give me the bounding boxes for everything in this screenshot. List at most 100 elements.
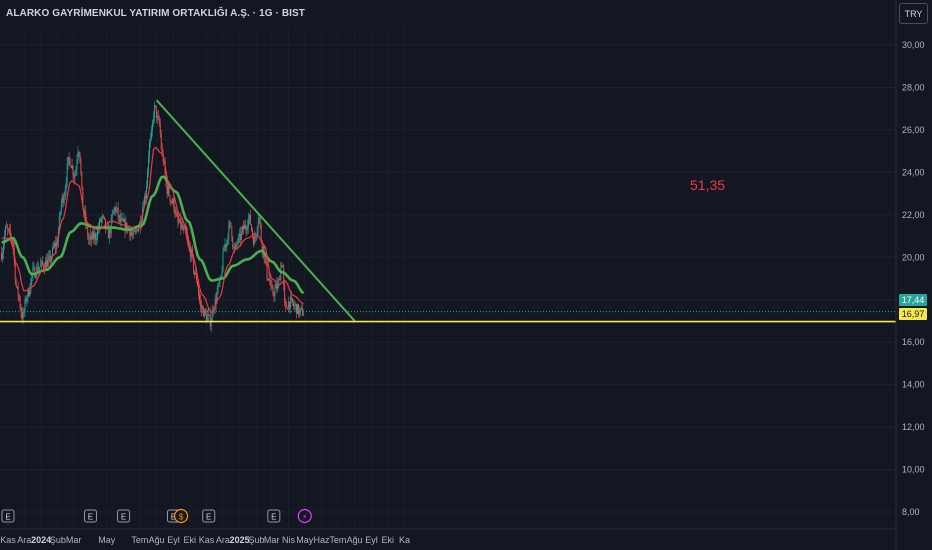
candle-body (193, 255, 195, 272)
candle-body (94, 233, 96, 239)
candle-body (281, 265, 283, 267)
candle-body (68, 157, 70, 159)
candle-body (112, 211, 114, 215)
candle-body (1, 253, 2, 259)
candle-body (207, 314, 209, 316)
candle-body (208, 314, 210, 316)
candle-body (265, 259, 267, 265)
candle-body (205, 313, 207, 321)
candle-body (19, 298, 21, 308)
candle-body (177, 216, 179, 222)
candle-body (269, 279, 271, 285)
candle-body (244, 225, 245, 230)
candle-body (229, 222, 231, 225)
candle-body (154, 105, 156, 107)
candle-body (40, 264, 42, 267)
candle-body (257, 221, 259, 228)
chart-annotation[interactable]: 51,35 (690, 177, 726, 193)
candle-body (217, 283, 219, 292)
price-tick-label: 26,00 (902, 125, 925, 135)
candle-body (64, 189, 66, 198)
time-tick-label: Eki (183, 535, 196, 545)
candle-body (48, 257, 49, 260)
time-tick-label: Ka (399, 535, 410, 545)
candle-body (297, 304, 298, 314)
candle-body (174, 210, 176, 214)
candle-body (222, 251, 224, 272)
candle-body (16, 286, 18, 288)
earnings-marker-label: E (5, 513, 10, 522)
earnings-marker (117, 509, 131, 523)
candle-body (88, 236, 90, 240)
candle-body (108, 229, 110, 239)
candle-body (199, 301, 201, 306)
candle-body (28, 289, 30, 296)
candle-body (173, 198, 175, 211)
candle-body (95, 233, 97, 240)
candle-body (150, 130, 152, 139)
time-tick-label: Şub (248, 535, 264, 545)
candle-body (118, 215, 120, 217)
candle-body (293, 303, 294, 307)
currency-button[interactable]: TRY (899, 3, 928, 24)
candle-body (301, 307, 303, 316)
candle-body (131, 232, 133, 235)
candle-body (157, 115, 159, 119)
time-tick-label: Ağu (347, 535, 363, 545)
candle-body (238, 236, 240, 243)
candle-body (215, 299, 217, 303)
candle-body (89, 238, 91, 240)
candle-body (202, 307, 204, 317)
candle-body (242, 226, 244, 232)
candle-body (189, 244, 191, 249)
candle-body (120, 218, 122, 222)
time-tick-label: Ağu (149, 535, 165, 545)
candle-body (199, 294, 200, 302)
candle-body (268, 279, 270, 280)
candle-body (126, 222, 128, 232)
candle-body (290, 296, 292, 308)
candle-body (26, 297, 28, 302)
candle-body (15, 280, 17, 287)
time-tick-label: 2025 (230, 535, 250, 545)
candle-body (122, 218, 124, 222)
time-tick-label: May (98, 535, 116, 545)
candle-body (80, 160, 82, 172)
candle-body (291, 296, 293, 299)
candle-body (52, 247, 54, 249)
candle-body (176, 212, 178, 217)
candle-body (201, 307, 203, 309)
candle-body (239, 233, 241, 237)
time-tick-label: 2024 (31, 535, 51, 545)
candle-body (30, 278, 32, 291)
candle-body (286, 304, 288, 309)
descending-trendline[interactable] (155, 99, 356, 322)
candle-body (41, 261, 43, 265)
candle-body (78, 152, 80, 153)
candle-body (248, 218, 249, 227)
candle-body (101, 215, 103, 219)
candle-body (20, 307, 22, 314)
candle-body (81, 171, 83, 187)
earnings-marker (1, 509, 15, 523)
candle-body (275, 284, 277, 289)
candle-body (276, 284, 278, 290)
candle-body (117, 207, 119, 217)
earnings-marker-label: E (271, 513, 276, 522)
candle-body (232, 237, 234, 248)
time-tick-label: Eyl (167, 535, 180, 545)
candle-body (186, 230, 188, 235)
candle-body (12, 241, 14, 248)
candle-body (267, 278, 269, 280)
candle-body (79, 152, 81, 161)
candle-body (224, 244, 226, 249)
candle-body (271, 285, 273, 289)
candle-body (51, 256, 52, 262)
candle-body (277, 284, 279, 290)
time-tick-label: Nis (282, 535, 295, 545)
candle-body (225, 244, 227, 247)
price-tick-label: 8,00 (902, 507, 920, 517)
